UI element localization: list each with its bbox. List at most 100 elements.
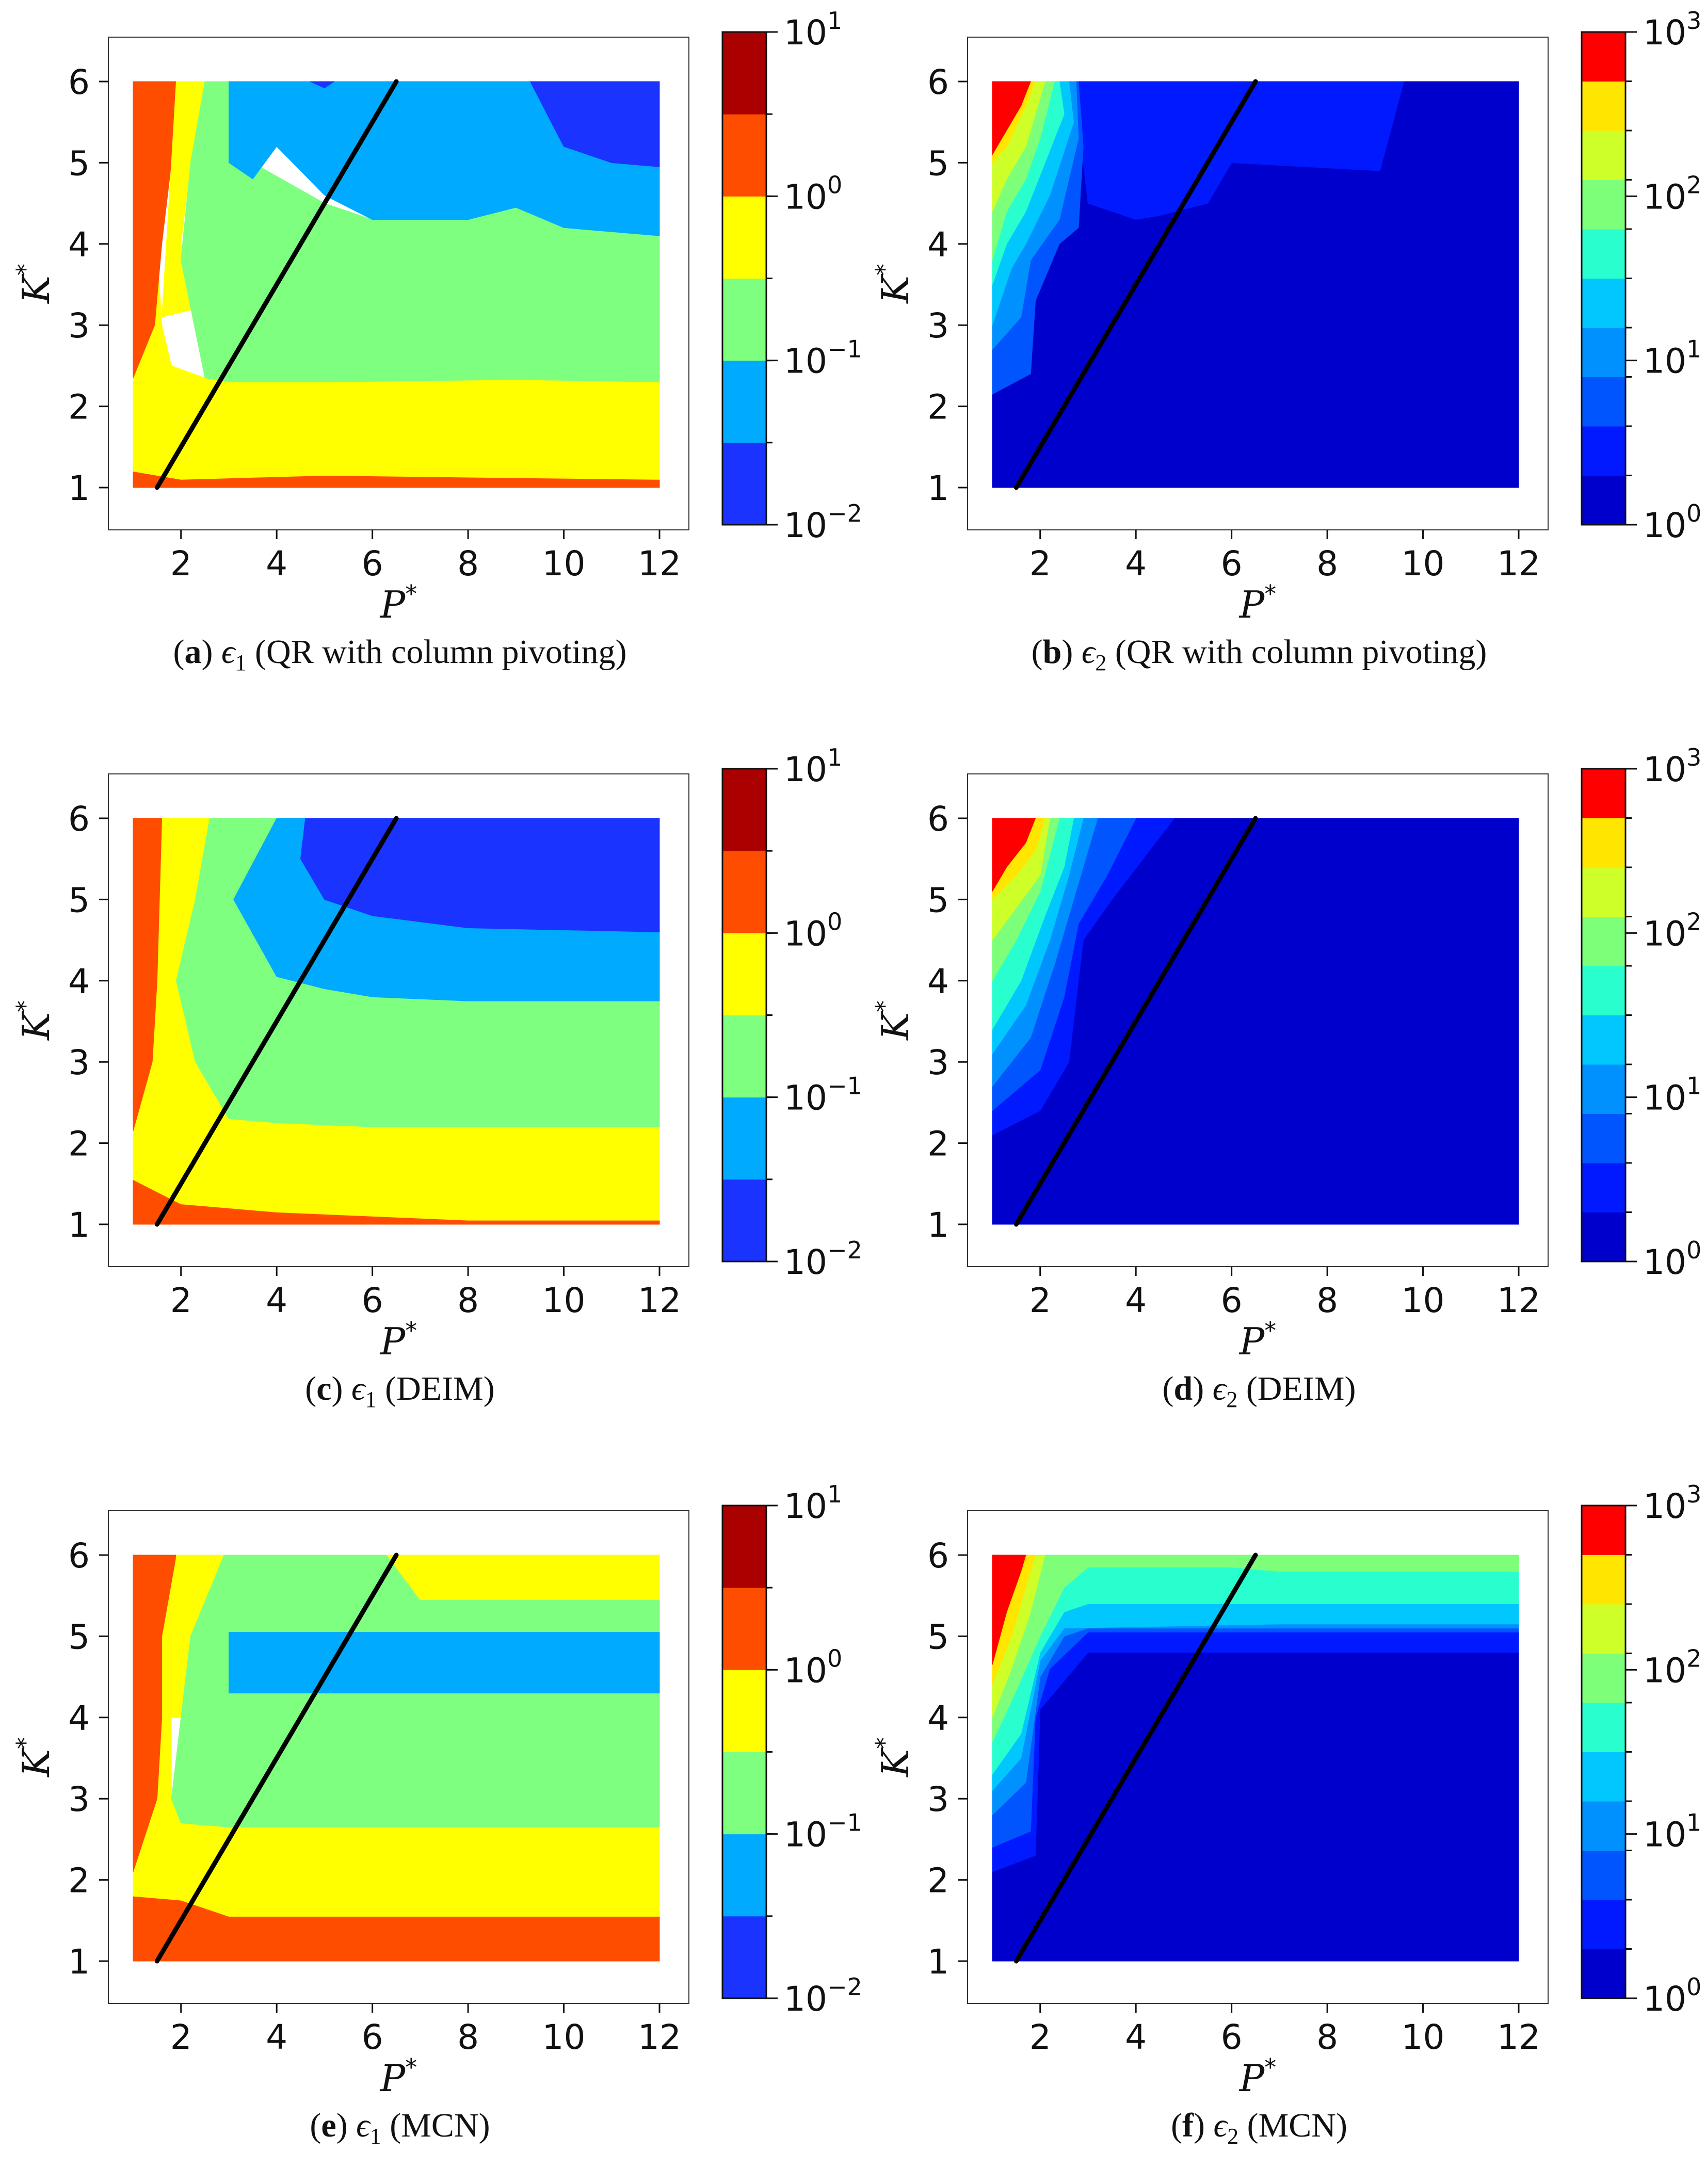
colorbar-segment	[1582, 81, 1625, 131]
caption-subscript: 1	[235, 650, 247, 675]
caption-method: (DEIM)	[1237, 1370, 1356, 1408]
colorbar-segment	[722, 1179, 766, 1262]
y-axis-label-sup: *	[11, 264, 39, 276]
colorbar-segment	[722, 196, 766, 279]
x-tick-label: 4	[266, 1281, 287, 1320]
colorbar-tick-exp: 3	[1686, 1480, 1701, 1508]
colorbar-tick-exp: −1	[827, 1072, 862, 1100]
colorbar-tick-exp: 3	[1686, 7, 1701, 35]
colorbar-segment	[1582, 32, 1625, 82]
colorbar-tick-exp: 3	[1686, 743, 1701, 771]
colorbar-tick-exp: −2	[827, 499, 862, 527]
colorbar-segment	[1582, 328, 1625, 377]
colorbar-tick-label: 101	[1643, 1072, 1701, 1118]
x-tick-label: 12	[638, 1281, 681, 1320]
colorbar-tick-label: 100	[784, 171, 842, 217]
x-tick-label: 6	[362, 2017, 383, 2057]
y-tick-label: 6	[68, 62, 90, 102]
colorbar-tick-exp: 1	[827, 743, 842, 771]
caption-symbol: ϵ	[1214, 2107, 1229, 2144]
colorbar-segment	[1582, 1212, 1625, 1262]
y-tick-label: 5	[927, 1617, 949, 1657]
x-tick-label: 8	[1316, 1281, 1338, 1320]
y-tick-label: 5	[68, 143, 90, 183]
colorbar-tick-exp: −1	[827, 1809, 862, 1837]
colorbar-segment	[1582, 966, 1625, 1015]
colorbar-segment	[722, 1015, 766, 1098]
y-tick-label: 4	[927, 962, 949, 1001]
caption-subscript: 1	[365, 1387, 377, 1412]
colorbar-segment	[1582, 377, 1625, 427]
y-tick-label: 3	[68, 1043, 90, 1082]
contour-region-1	[1078, 81, 1405, 220]
colorbar-tick-label: 101	[784, 743, 842, 789]
colorbar-segment	[1582, 180, 1625, 230]
y-axis-label-sup: *	[11, 1000, 39, 1012]
colorbar-tick-exp: −1	[827, 335, 862, 363]
contour-region-9	[992, 81, 1031, 156]
y-tick-label: 2	[68, 387, 90, 427]
colorbar-tick-exp: 1	[1686, 1809, 1701, 1837]
x-tick-label: 2	[1029, 2017, 1051, 2057]
y-tick-label: 3	[68, 306, 90, 346]
colorbar-tick-exp: 1	[1686, 335, 1701, 363]
y-tick-label: 2	[68, 1124, 90, 1164]
colorbar-segment	[722, 851, 766, 933]
colorbar-tick-label: 103	[1643, 7, 1701, 53]
x-tick-label: 4	[1125, 2017, 1147, 2057]
colorbar-segment	[1582, 1949, 1625, 1999]
reference-line	[154, 816, 399, 1227]
colorbar-tick-label: 100	[1643, 1973, 1701, 2019]
caption-symbol: ϵ	[351, 1370, 366, 1408]
x-tick-label: 4	[1125, 544, 1147, 584]
caption-method: (DEIM)	[377, 1370, 495, 1408]
colorbar-segment	[1582, 1900, 1625, 1949]
colorbar-segment	[1582, 1113, 1625, 1163]
colorbar-tick-label: 102	[1643, 171, 1701, 217]
caption-symbol: ϵ	[221, 633, 236, 671]
colorbar-segment	[722, 278, 766, 361]
x-tick-label: 2	[170, 1281, 192, 1320]
x-tick-label: 8	[457, 1281, 479, 1320]
colorbar-tick-exp: 0	[827, 908, 842, 935]
x-axis-label: P*	[1238, 2053, 1276, 2100]
caption-symbol: ϵ	[1213, 1370, 1228, 1408]
colorbar-tick-exp: 2	[1686, 908, 1701, 935]
x-axis-label: P*	[1238, 580, 1276, 626]
colorbar-tick-label: 10−1	[784, 1809, 862, 1855]
x-tick-label: 12	[1497, 1281, 1540, 1320]
x-tick-label: 8	[1316, 2017, 1338, 2057]
colorbar-segment	[1582, 1752, 1625, 1802]
y-axis-label: K*	[871, 1737, 917, 1778]
colorbar-segment	[722, 32, 766, 115]
y-tick-label: 6	[927, 62, 949, 102]
colorbar-segment	[1582, 769, 1625, 818]
x-tick-label: 12	[1497, 544, 1540, 584]
colorbar-tick-exp: 0	[1686, 1973, 1701, 2001]
colorbar-segment	[1582, 1015, 1625, 1065]
x-axis-label-sup: *	[1264, 1317, 1276, 1345]
x-tick-label: 10	[542, 1281, 586, 1320]
colorbar-segment	[1582, 1801, 1625, 1851]
colorbar-segment	[1582, 1604, 1625, 1654]
colorbar-tick-label: 10−2	[784, 1236, 862, 1282]
y-tick-label: 3	[927, 306, 949, 346]
colorbar-tick-exp: −2	[827, 1236, 862, 1264]
caption-method: (MCN)	[381, 2107, 490, 2144]
x-axis-label-sup: *	[1264, 580, 1276, 608]
panel-caption: (f) ϵ2 (MCN)	[1171, 2107, 1347, 2149]
x-tick-label: 2	[1029, 1281, 1051, 1320]
x-tick-label: 2	[170, 544, 192, 584]
colorbar-tick-label: 103	[1643, 743, 1701, 789]
colorbar-tick-exp: 1	[827, 1480, 842, 1508]
y-tick-label: 1	[927, 1205, 949, 1245]
colorbar-tick-label: 101	[1643, 335, 1701, 381]
y-tick-label: 4	[68, 1698, 90, 1738]
colorbar-tick-label: 100	[1643, 1236, 1701, 1282]
colorbar-tick-label: 101	[784, 1480, 842, 1526]
reference-line	[1013, 1552, 1258, 1964]
y-tick-label: 5	[927, 143, 949, 183]
x-tick-label: 6	[1221, 1281, 1243, 1320]
